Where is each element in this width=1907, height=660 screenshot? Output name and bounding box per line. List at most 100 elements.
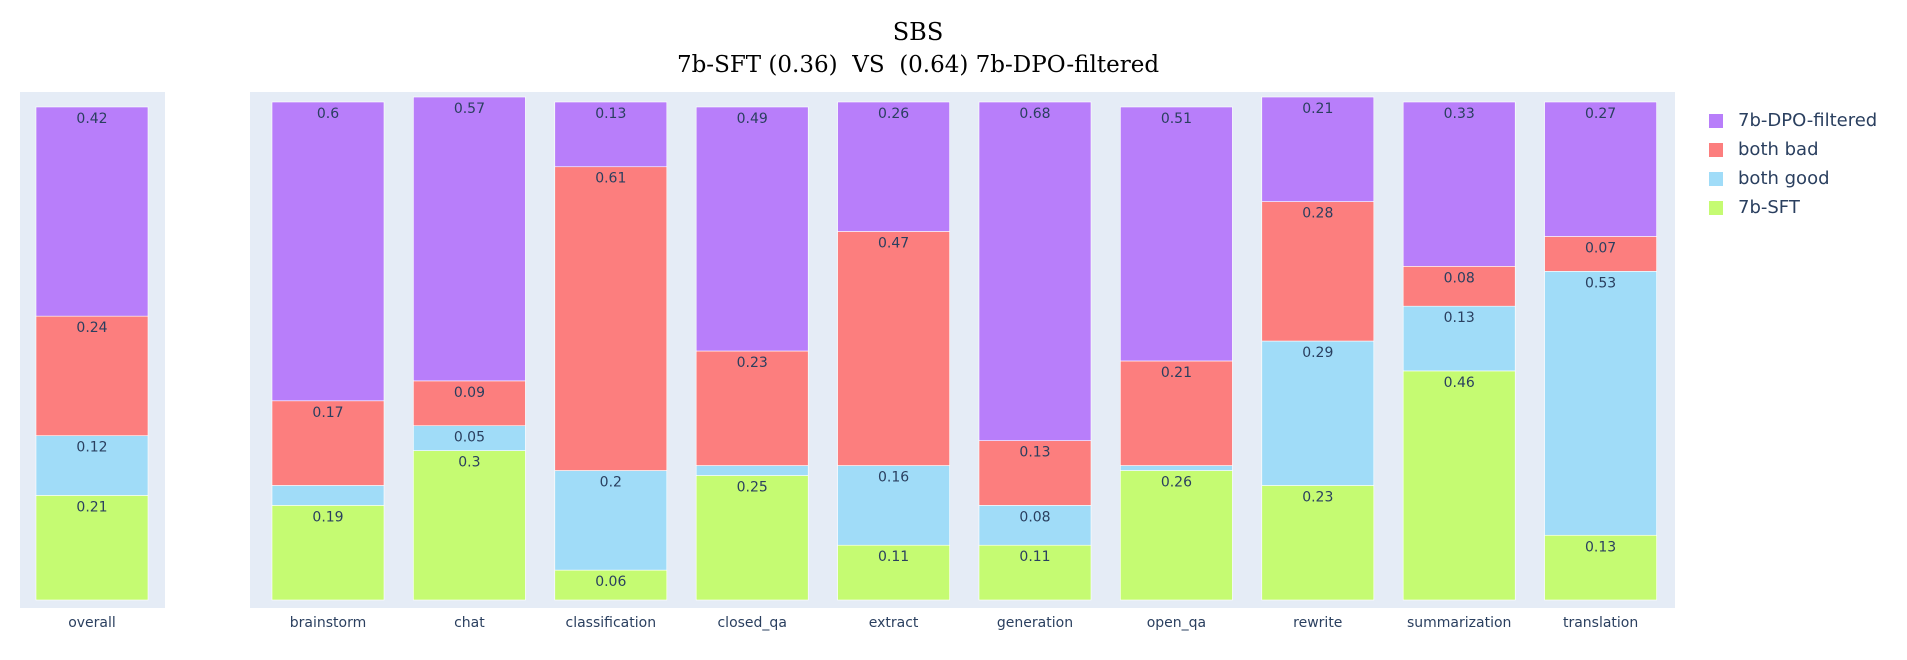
bar-chat-both-good: [413, 425, 526, 451]
bar-closed-qa-both-bad: [695, 350, 809, 466]
data-label-closed-qa-7b-dpo-filtered: 0.49: [737, 111, 768, 127]
data-label-extract-7b-sft: 0.11: [878, 549, 909, 565]
chart-title: SBS: [893, 18, 944, 46]
x-tick-generation: generation: [997, 615, 1073, 631]
bar-generation-7b-sft: [978, 544, 1092, 601]
x-tick-classification: classification: [566, 615, 657, 631]
bar-brainstorm-7b-dpo-filtered: [271, 101, 385, 402]
legend-label-7b-dpo-filtered: 7b-DPO-filtered: [1738, 110, 1877, 131]
data-label-generation-both-good: 0.08: [1019, 509, 1050, 525]
data-label-summarization-both-good: 0.13: [1444, 310, 1475, 326]
data-label-chat-both-good: 0.05: [454, 430, 485, 446]
bar-summarization-7b-sft: [1402, 370, 1516, 601]
legend-swatch-both-bad: [1709, 143, 1723, 157]
bar-summarization-7b-dpo-filtered: [1402, 101, 1516, 267]
bar-open-qa-7b-dpo-filtered: [1120, 106, 1233, 362]
bar-translation-7b-sft: [1544, 534, 1657, 601]
data-label-generation-7b-sft: 0.11: [1019, 549, 1050, 565]
data-label-translation-7b-dpo-filtered: 0.27: [1585, 106, 1616, 122]
legend-label-both-good: both good: [1738, 168, 1830, 189]
legend-item-both-bad[interactable]: both bad: [1709, 139, 1819, 160]
x-tick-summarization: summarization: [1407, 615, 1511, 631]
data-label-translation-both-good: 0.53: [1585, 275, 1616, 291]
bar-classification-7b-sft: [554, 569, 668, 601]
bar-closed-qa-7b-dpo-filtered: [695, 106, 809, 352]
bar-overall-both-bad: [35, 315, 149, 436]
bar-rewrite-7b-sft: [1261, 485, 1375, 601]
data-label-classification-7b-dpo-filtered: 0.13: [595, 106, 626, 122]
legend-label-both-bad: both bad: [1738, 139, 1819, 160]
data-label-classification-both-good: 0.2: [600, 475, 622, 491]
data-label-translation-both-bad: 0.07: [1585, 240, 1616, 256]
bar-rewrite-both-bad: [1261, 201, 1375, 342]
data-label-extract-both-bad: 0.47: [878, 235, 909, 251]
bar-extract-both-bad: [837, 231, 950, 466]
data-label-generation-7b-dpo-filtered: 0.68: [1019, 106, 1050, 122]
legend-label-7b-sft: 7b-SFT: [1738, 197, 1801, 218]
data-label-closed-qa-7b-sft: 0.25: [737, 480, 768, 496]
bar-overall-both-good: [35, 435, 149, 496]
chart-subtitle: 7b-SFT (0.36) VS (0.64) 7b-DPO-filtered: [677, 52, 1159, 78]
data-label-summarization-7b-dpo-filtered: 0.33: [1444, 106, 1475, 122]
bar-rewrite-7b-dpo-filtered: [1261, 96, 1375, 202]
data-label-extract-both-good: 0.16: [878, 470, 909, 486]
legend-swatch-7b-sft: [1709, 201, 1723, 215]
bar-open-qa-both-bad: [1120, 360, 1233, 466]
data-label-summarization-both-bad: 0.08: [1444, 270, 1475, 286]
bar-chat-7b-dpo-filtered: [413, 96, 526, 382]
x-tick-rewrite: rewrite: [1293, 615, 1342, 631]
bar-extract-7b-sft: [837, 544, 950, 601]
data-label-translation-7b-sft: 0.13: [1585, 539, 1616, 555]
legend-item-7b-sft[interactable]: 7b-SFT: [1709, 197, 1801, 218]
data-label-chat-7b-dpo-filtered: 0.57: [454, 101, 485, 117]
data-label-rewrite-7b-sft: 0.23: [1302, 489, 1333, 505]
bar-overall-7b-sft: [35, 495, 149, 601]
bar-translation-7b-dpo-filtered: [1544, 101, 1657, 237]
bar-classification-7b-dpo-filtered: [554, 101, 668, 168]
x-tick-brainstorm: brainstorm: [290, 615, 366, 631]
data-label-generation-both-bad: 0.13: [1019, 445, 1050, 461]
legend-item-both-good[interactable]: both good: [1709, 168, 1830, 189]
bar-closed-qa-both-good: [695, 465, 809, 476]
x-tick-chat: chat: [454, 615, 485, 631]
data-label-overall-both-bad: 0.24: [76, 320, 107, 336]
bar-classification-both-good: [554, 470, 668, 571]
data-label-open-qa-7b-sft: 0.26: [1161, 475, 1192, 491]
bar-chat-7b-sft: [413, 450, 526, 601]
bar-generation-both-good: [978, 505, 1092, 546]
data-label-brainstorm-7b-sft: 0.19: [312, 509, 343, 525]
data-label-summarization-7b-sft: 0.46: [1444, 375, 1475, 391]
bar-translation-both-good: [1544, 271, 1657, 536]
bar-closed-qa-7b-sft: [695, 475, 809, 601]
bar-extract-7b-dpo-filtered: [837, 101, 950, 232]
bar-translation-both-bad: [1544, 236, 1657, 272]
bar-generation-7b-dpo-filtered: [978, 101, 1092, 441]
data-label-chat-7b-sft: 0.3: [458, 455, 480, 471]
x-tick-open-qa: open_qa: [1147, 615, 1206, 631]
x-tick-overall: overall: [68, 615, 116, 631]
legend-item-7b-dpo-filtered[interactable]: 7b-DPO-filtered: [1709, 110, 1877, 131]
bar-classification-both-bad: [554, 166, 668, 471]
x-tick-extract: extract: [869, 615, 919, 631]
data-label-chat-both-bad: 0.09: [454, 385, 485, 401]
data-label-brainstorm-both-bad: 0.17: [312, 405, 343, 421]
data-label-rewrite-7b-dpo-filtered: 0.21: [1302, 101, 1333, 117]
x-tick-translation: translation: [1563, 615, 1638, 631]
data-label-rewrite-both-bad: 0.28: [1302, 206, 1333, 222]
bar-brainstorm-both-good: [271, 485, 385, 506]
bar-open-qa-7b-sft: [1120, 470, 1233, 601]
bar-open-qa-both-good: [1120, 465, 1233, 471]
bar-chat-both-bad: [413, 380, 526, 427]
data-label-classification-both-bad: 0.61: [595, 171, 626, 187]
data-label-overall-both-good: 0.12: [76, 440, 107, 456]
bar-summarization-both-good: [1402, 305, 1516, 372]
bar-rewrite-both-good: [1261, 340, 1375, 486]
data-label-rewrite-both-good: 0.29: [1302, 345, 1333, 361]
bar-extract-both-good: [837, 465, 950, 546]
data-label-classification-7b-sft: 0.06: [595, 574, 626, 590]
data-label-closed-qa-both-bad: 0.23: [737, 355, 768, 371]
bar-overall-7b-dpo-filtered: [35, 106, 149, 317]
bar-brainstorm-both-bad: [271, 400, 385, 486]
x-tick-closed-qa: closed_qa: [717, 615, 786, 631]
